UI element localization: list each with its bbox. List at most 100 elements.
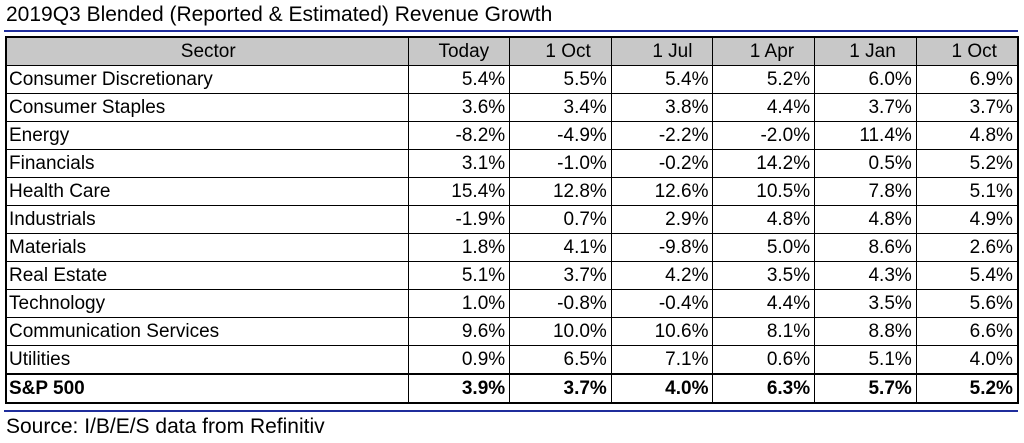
table-row: Consumer Discretionary 5.4% 5.5% 5.4% 5.… [5,65,1019,94]
table-cell: 3.7% [915,93,1019,122]
table-cell: 11.4% [814,121,917,150]
table-cell: 3.7% [814,93,917,122]
sector-name: Real Estate [5,261,409,290]
table-row: Industrials -1.9% 0.7% 2.9% 4.8% 4.8% 4.… [5,205,1019,234]
table-cell: -1.9% [407,205,511,234]
table-cell: -0.8% [509,289,612,318]
sector-name: Communication Services [5,317,409,346]
table-cell: -0.4% [610,289,714,318]
column-header: 1 Jul [610,36,714,66]
table-cell: 4.9% [915,205,1019,234]
sector-name: Health Care [5,177,409,206]
sector-name: Materials [5,233,409,262]
table-row: Utilities 0.9% 6.5% 7.1% 0.6% 5.1% 4.0% [5,345,1019,375]
table-cell: 15.4% [407,177,511,206]
table-row: Real Estate 5.1% 3.7% 4.2% 3.5% 4.3% 5.4… [5,261,1019,290]
table-cell: 5.4% [915,261,1019,290]
table-cell: 6.0% [814,65,917,94]
table-row: Energy -8.2% -4.9% -2.2% -2.0% 11.4% 4.8… [5,121,1019,150]
total-row: S&P 500 3.9% 3.7% 4.0% 6.3% 5.7% 5.2% [5,373,1019,404]
table-cell: 3.1% [407,149,511,178]
table-cell: 7.1% [610,345,714,375]
table-row: Financials 3.1% -1.0% -0.2% 14.2% 0.5% 5… [5,149,1019,178]
sector-name: Industrials [5,205,409,234]
sector-name: Energy [5,121,409,150]
table-cell: 8.6% [814,233,917,262]
table-cell: 4.1% [509,233,612,262]
table-cell: 4.2% [610,261,714,290]
table-cell: 14.2% [712,149,816,178]
table-cell: 5.2% [712,65,816,94]
table-row: Health Care 15.4% 12.8% 12.6% 10.5% 7.8%… [5,177,1019,206]
table-cell: 3.9% [407,373,511,404]
column-header: Sector [5,36,409,66]
sector-name: Utilities [5,345,409,375]
column-header: 1 Apr [712,36,816,66]
table-cell: 3.7% [509,261,612,290]
table-cell: 3.5% [814,289,917,318]
table-cell: 8.1% [712,317,816,346]
table-cell: 4.0% [610,373,714,404]
revenue-growth-table: Sector Today 1 Oct 1 Jul 1 Apr 1 Jan 1 O… [5,36,1019,404]
table-cell: -1.0% [509,149,612,178]
table-cell: 4.4% [712,289,816,318]
table-cell: 0.6% [712,345,816,375]
table-cell: 4.8% [814,205,917,234]
table-cell: 3.7% [509,373,612,404]
sector-name: Financials [5,149,409,178]
table-cell: 5.2% [915,373,1019,404]
table-cell: 5.1% [407,261,511,290]
table-cell: 3.6% [407,93,511,122]
table-cell: -0.2% [610,149,714,178]
table-row: Materials 1.8% 4.1% -9.8% 5.0% 8.6% 2.6% [5,233,1019,262]
table-cell: 8.8% [814,317,917,346]
table-cell: -2.0% [712,121,816,150]
table-cell: 0.7% [509,205,612,234]
sector-name: Technology [5,289,409,318]
table-cell: 4.8% [915,121,1019,150]
sector-name: Consumer Discretionary [5,65,409,94]
table-cell: 4.4% [712,93,816,122]
page-title: 2019Q3 Blended (Reported & Estimated) Re… [6,3,553,26]
table-cell: 6.6% [915,317,1019,346]
table-cell: 5.5% [509,65,612,94]
table-cell: 6.3% [712,373,816,404]
table-cell: 5.1% [814,345,917,375]
table-cell: -9.8% [610,233,714,262]
table-cell: 9.6% [407,317,511,346]
column-header: 1 Oct [915,36,1019,66]
table-cell: 2.6% [915,233,1019,262]
table-cell: 4.0% [915,345,1019,375]
table-cell: 3.8% [610,93,714,122]
table-cell: 0.9% [407,345,511,375]
table-cell: -4.9% [509,121,612,150]
table-row: Technology 1.0% -0.8% -0.4% 4.4% 3.5% 5.… [5,289,1019,318]
column-header: Today [407,36,511,66]
table-cell: 6.5% [509,345,612,375]
total-name: S&P 500 [5,373,409,404]
table-cell: 0.5% [814,149,917,178]
source-note: Source: I/B/E/S data from Refinitiv [6,415,325,438]
table-cell: 3.4% [509,93,612,122]
table-cell: 12.6% [610,177,714,206]
table-cell: 5.0% [712,233,816,262]
table-cell: -2.2% [610,121,714,150]
table-row: Communication Services 9.6% 10.0% 10.6% … [5,317,1019,346]
table-cell: 3.5% [712,261,816,290]
source-divider [4,410,1018,412]
table-cell: 5.1% [915,177,1019,206]
table-cell: 5.2% [915,149,1019,178]
column-header: 1 Jan [814,36,917,66]
table-cell: 5.7% [814,373,917,404]
table-cell: 1.8% [407,233,511,262]
table-cell: 5.4% [610,65,714,94]
table-cell: 2.9% [610,205,714,234]
table-cell: 12.8% [509,177,612,206]
table-cell: 10.5% [712,177,816,206]
table-cell: 4.3% [814,261,917,290]
table-cell: 4.8% [712,205,816,234]
title-divider [4,30,1018,32]
sector-name: Consumer Staples [5,93,409,122]
table-cell: 6.9% [915,65,1019,94]
table-header-row: Sector Today 1 Oct 1 Jul 1 Apr 1 Jan 1 O… [5,36,1019,66]
